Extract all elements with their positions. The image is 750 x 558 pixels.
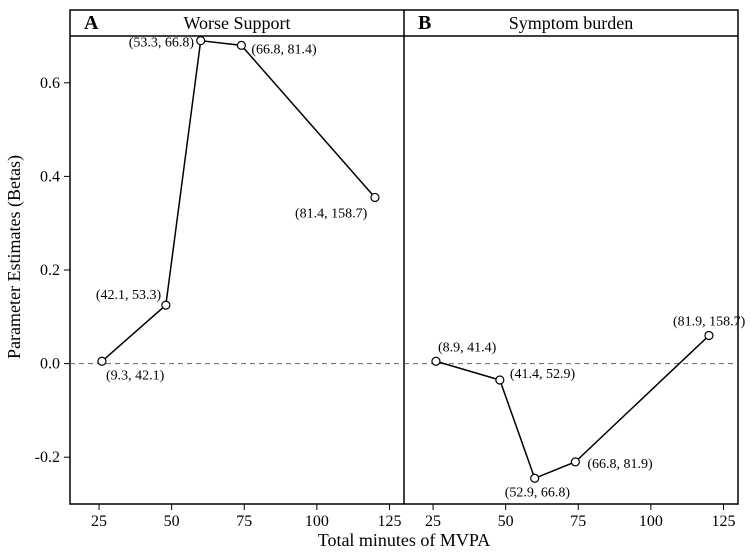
y-axis-label: Parameter Estimates (Betas) xyxy=(4,155,25,359)
x-tick-label: 100 xyxy=(305,513,329,530)
point-label: (52.9, 66.8) xyxy=(505,485,571,500)
point-label: (66.8, 81.9) xyxy=(587,457,653,472)
point-label: (53.3, 66.8) xyxy=(129,36,195,51)
x-tick-label: 125 xyxy=(377,513,401,530)
point-label: (41.4, 52.9) xyxy=(510,367,576,382)
y-tick-label: 0.4 xyxy=(40,168,60,185)
data-marker xyxy=(197,37,205,45)
chart-svg: Parameter Estimates (Betas) Total minutes… xyxy=(0,0,750,558)
data-marker xyxy=(98,357,106,365)
x-tick-label: 50 xyxy=(498,513,514,530)
chart-figure: Parameter Estimates (Betas) Total minutes… xyxy=(0,0,750,558)
panel-letter: B xyxy=(418,12,431,34)
panel-title: Symptom burden xyxy=(509,13,634,33)
data-marker xyxy=(496,376,504,384)
y-tick-label: 0.0 xyxy=(40,356,60,373)
data-marker xyxy=(531,474,539,482)
x-tick-label: 125 xyxy=(711,513,735,530)
point-label: (81.4, 158.7) xyxy=(295,206,368,221)
x-tick-label: 25 xyxy=(425,513,441,530)
point-label: (81.9, 158.7) xyxy=(673,315,746,330)
x-tick-label: 75 xyxy=(570,513,586,530)
data-marker xyxy=(571,458,579,466)
x-tick-label: 50 xyxy=(164,513,180,530)
data-marker xyxy=(432,357,440,365)
data-marker xyxy=(162,301,170,309)
y-tick-label: 0.6 xyxy=(40,75,60,92)
x-tick-label: 75 xyxy=(236,513,252,530)
panel-letter: A xyxy=(84,12,99,34)
x-tick-label: 100 xyxy=(639,513,663,530)
x-tick-label: 25 xyxy=(91,513,107,530)
y-tick-label: -0.2 xyxy=(35,449,60,466)
data-marker xyxy=(237,41,245,49)
data-marker xyxy=(371,193,379,201)
point-label: (66.8, 81.4) xyxy=(251,42,317,57)
panel-title: Worse Support xyxy=(183,13,290,33)
data-line xyxy=(102,41,375,362)
point-label: (9.3, 42.1) xyxy=(106,368,165,383)
data-marker xyxy=(705,332,713,340)
point-label: (8.9, 41.4) xyxy=(438,340,497,355)
x-axis-label: Total minutes of MVPA xyxy=(318,530,491,550)
data-line xyxy=(436,336,709,479)
point-label: (42.1, 53.3) xyxy=(96,288,162,303)
y-tick-label: 0.2 xyxy=(40,262,60,279)
